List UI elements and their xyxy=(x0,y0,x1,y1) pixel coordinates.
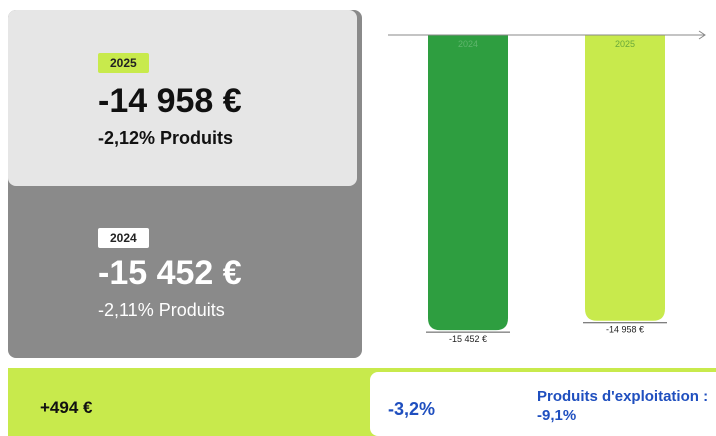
share: -2,11% Produits xyxy=(98,300,225,320)
footer-panel xyxy=(370,372,716,436)
amount: -15 452 € xyxy=(98,254,242,292)
category-label: 2025 xyxy=(615,39,635,49)
difference: +494 € xyxy=(40,398,93,417)
share: -2,12% Produits xyxy=(98,128,234,148)
badge: 2025 xyxy=(98,53,149,73)
card-2025 xyxy=(8,10,357,186)
change: -3,2% xyxy=(388,399,436,419)
axis-arrow xyxy=(698,30,706,40)
amount: -14 958 € xyxy=(98,82,242,120)
bar xyxy=(428,35,508,331)
category-label: 2024 xyxy=(458,39,478,49)
chart: 2024 -15 452 € 2025 -14 958 € xyxy=(388,30,706,344)
value-label: -15 452 € xyxy=(449,334,487,344)
bar xyxy=(585,35,665,321)
note: Produits d'exploitation : -9,1% xyxy=(537,388,709,424)
badge: 2024 xyxy=(98,228,149,248)
value-label: -14 958 € xyxy=(606,325,644,335)
